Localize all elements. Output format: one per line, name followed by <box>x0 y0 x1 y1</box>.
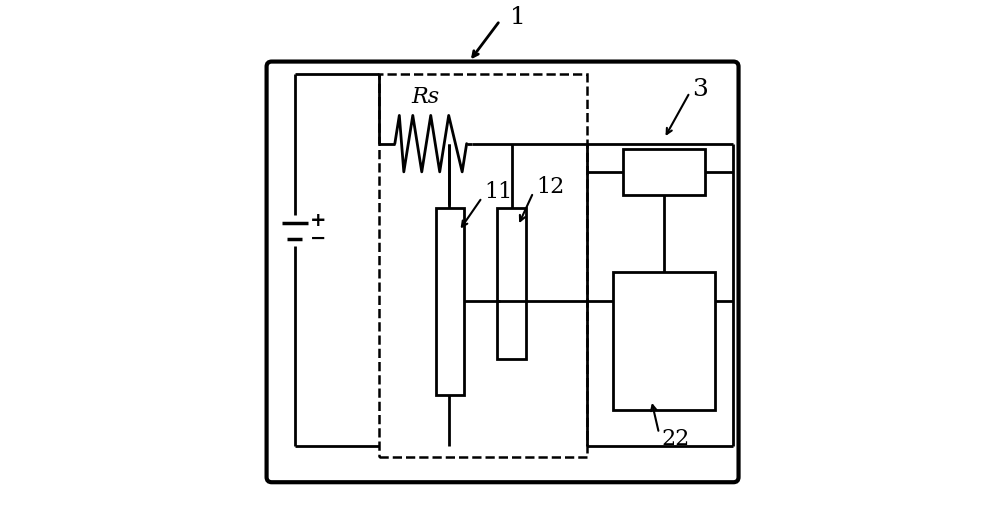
Bar <box>613 272 715 410</box>
Text: +: + <box>310 211 327 230</box>
Text: −: − <box>310 229 327 248</box>
Text: 12: 12 <box>536 176 564 198</box>
Bar <box>497 208 526 359</box>
Text: Rs: Rs <box>412 87 440 108</box>
Bar <box>623 149 705 195</box>
Text: 11: 11 <box>485 182 513 203</box>
Text: 1: 1 <box>510 7 526 29</box>
Text: 22: 22 <box>662 428 690 449</box>
Bar <box>436 208 464 395</box>
Text: 3: 3 <box>692 78 708 101</box>
